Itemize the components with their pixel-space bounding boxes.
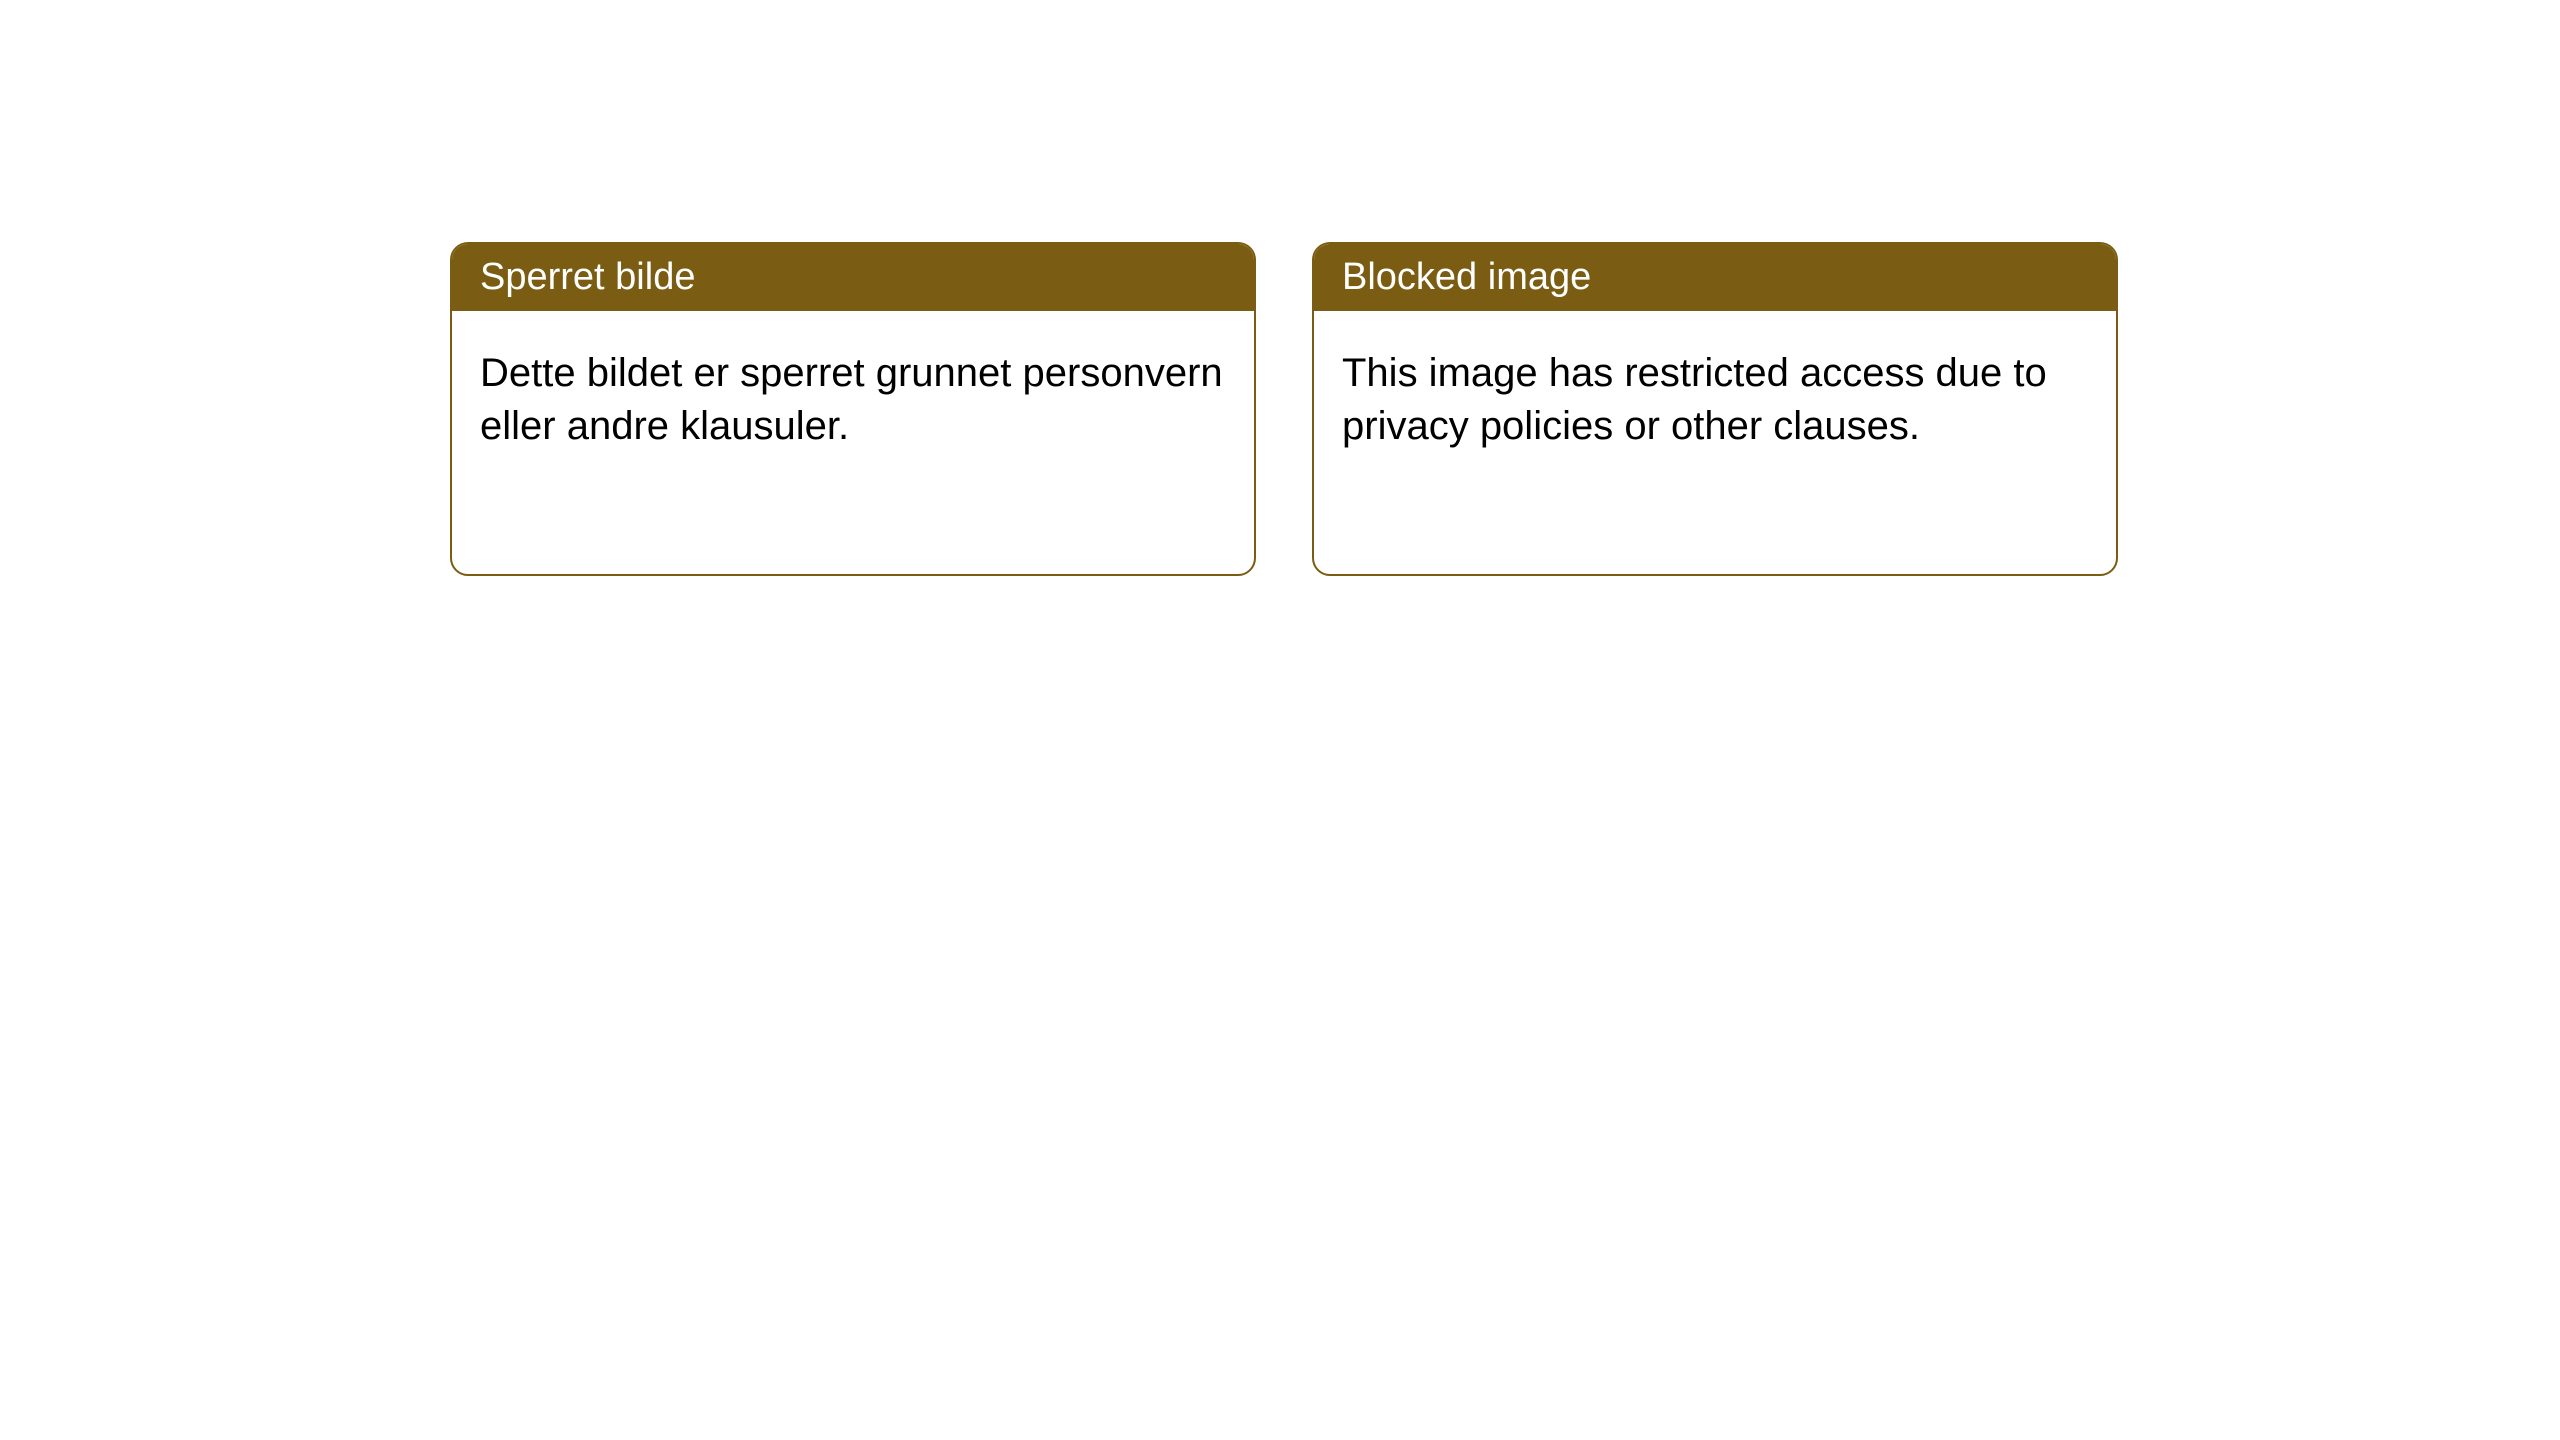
card-header-text: Blocked image [1342,256,1591,298]
notice-card-english: Blocked image This image has restricted … [1312,242,2118,576]
card-body: This image has restricted access due to … [1314,311,2116,489]
card-header: Sperret bilde [452,244,1254,311]
card-header: Blocked image [1314,244,2116,311]
card-body-text: Dette bildet er sperret grunnet personve… [480,351,1223,448]
notice-cards-container: Sperret bilde Dette bildet er sperret gr… [0,0,2560,576]
card-body: Dette bildet er sperret grunnet personve… [452,311,1254,489]
notice-card-norwegian: Sperret bilde Dette bildet er sperret gr… [450,242,1256,576]
card-body-text: This image has restricted access due to … [1342,351,2047,448]
card-header-text: Sperret bilde [480,256,695,298]
